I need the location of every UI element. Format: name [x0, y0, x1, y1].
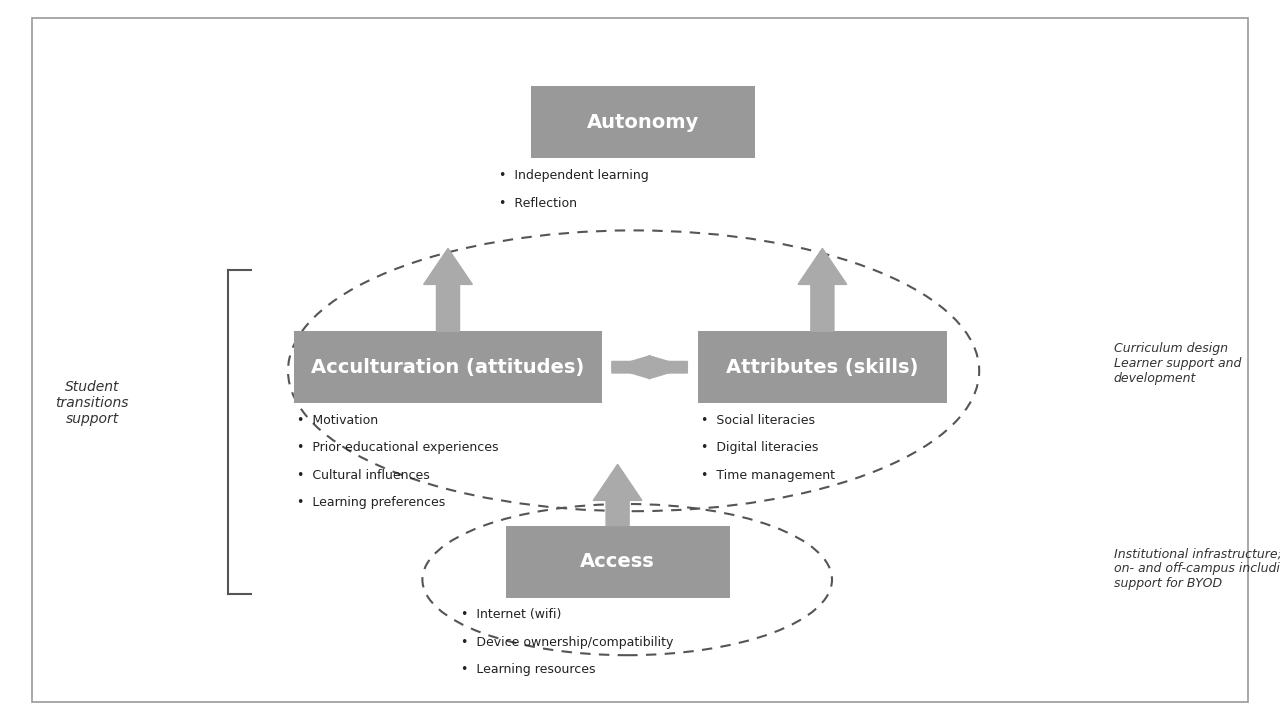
Text: •  Digital literacies: • Digital literacies: [701, 441, 819, 454]
Bar: [531, 86, 755, 158]
Text: Acculturation (attitudes): Acculturation (attitudes): [311, 358, 585, 377]
Text: Autonomy: Autonomy: [588, 113, 699, 132]
Text: Curriculum design
Learner support and
development: Curriculum design Learner support and de…: [1114, 342, 1242, 385]
Text: Access: Access: [580, 552, 655, 571]
Text: •  Cultural influences: • Cultural influences: [297, 469, 430, 482]
Bar: [698, 331, 947, 403]
FancyArrow shape: [799, 248, 847, 331]
Text: •  Reflection: • Reflection: [499, 197, 577, 210]
Text: •  Prior educational experiences: • Prior educational experiences: [297, 441, 498, 454]
FancyArrow shape: [594, 464, 643, 526]
Text: Institutional infrastructure; access
on- and off-campus including
support for BY: Institutional infrastructure; access on-…: [1114, 547, 1280, 590]
Text: •  Device ownership/compatibility: • Device ownership/compatibility: [461, 636, 673, 649]
FancyArrow shape: [612, 356, 687, 379]
Text: Attributes (skills): Attributes (skills): [726, 358, 919, 377]
Text: •  Independent learning: • Independent learning: [499, 169, 649, 182]
Text: •  Internet (wifi): • Internet (wifi): [461, 608, 561, 621]
Bar: [294, 331, 602, 403]
Text: Student
transitions
support: Student transitions support: [55, 380, 129, 426]
Text: •  Social literacies: • Social literacies: [701, 414, 815, 427]
FancyArrow shape: [424, 248, 472, 331]
Text: •  Time management: • Time management: [701, 469, 836, 482]
FancyArrow shape: [612, 356, 687, 379]
Bar: [506, 526, 730, 598]
Text: •  Motivation: • Motivation: [297, 414, 378, 427]
Text: •  Learning resources: • Learning resources: [461, 663, 595, 676]
Text: •  Learning preferences: • Learning preferences: [297, 496, 445, 509]
